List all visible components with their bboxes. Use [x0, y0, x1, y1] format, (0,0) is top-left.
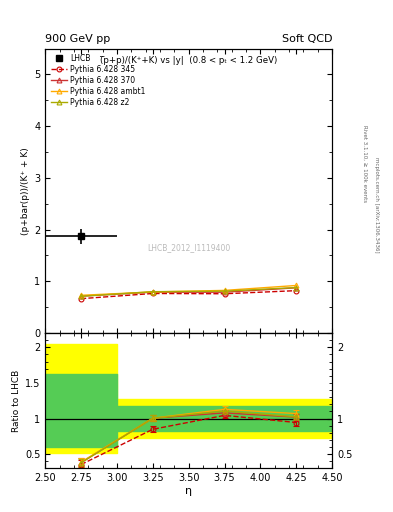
Text: 900 GeV pp: 900 GeV pp [45, 33, 110, 44]
Y-axis label: Ratio to LHCB: Ratio to LHCB [12, 370, 21, 432]
Text: (̅p+p)/(K⁺+K) vs |y|  (0.8 < pₜ < 1.2 GeV): (̅p+p)/(K⁺+K) vs |y| (0.8 < pₜ < 1.2 GeV… [100, 56, 277, 65]
Text: LHCB_2012_I1119400: LHCB_2012_I1119400 [147, 243, 230, 252]
Legend: LHCB, Pythia 6.428 345, Pythia 6.428 370, Pythia 6.428 ambt1, Pythia 6.428 z2: LHCB, Pythia 6.428 345, Pythia 6.428 370… [48, 52, 148, 109]
X-axis label: η: η [185, 486, 192, 496]
Text: Rivet 3.1.10, ≥ 100k events: Rivet 3.1.10, ≥ 100k events [362, 125, 367, 202]
Text: Soft QCD: Soft QCD [282, 33, 332, 44]
Y-axis label: (p+bar(p))/(K⁺ + K): (p+bar(p))/(K⁺ + K) [21, 147, 30, 234]
Text: mcplots.cern.ch [arXiv:1306.3436]: mcplots.cern.ch [arXiv:1306.3436] [374, 157, 379, 252]
